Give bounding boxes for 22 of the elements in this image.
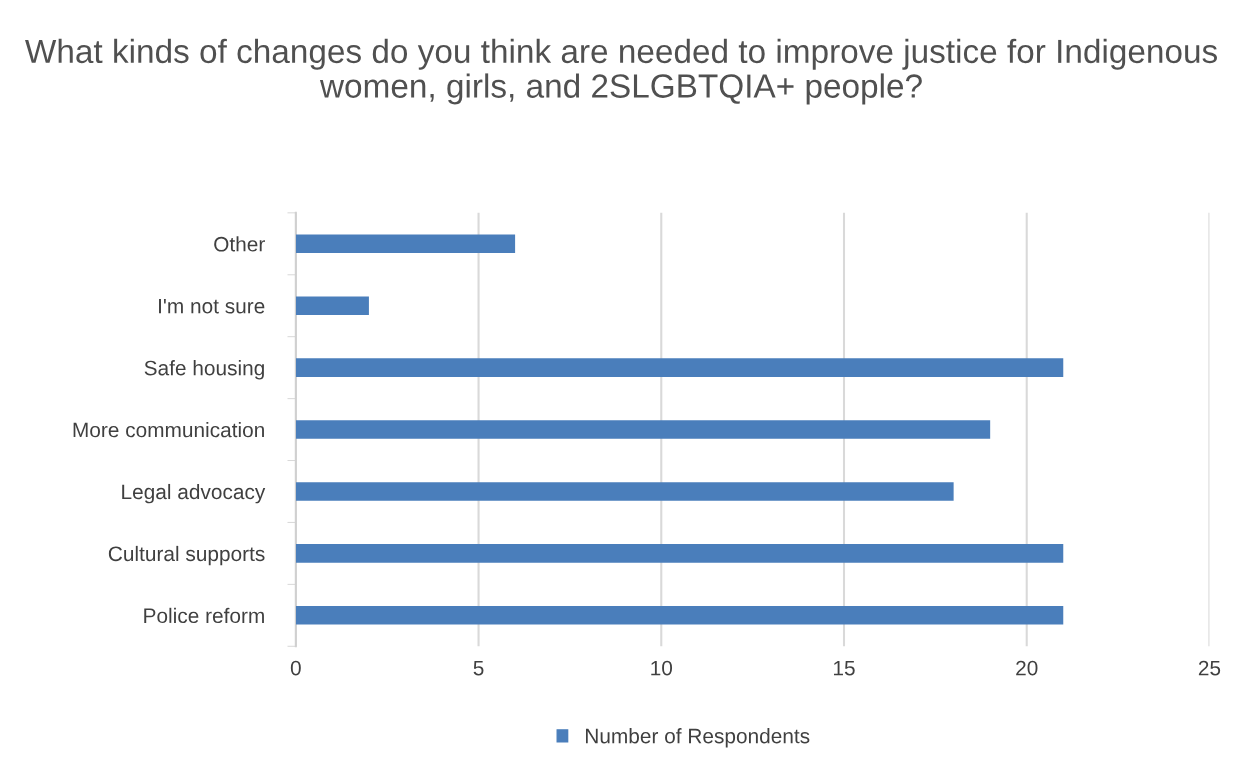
y-tick-label: Other xyxy=(214,236,265,252)
y-tick-label: More communication xyxy=(73,422,264,438)
x-tick-label: 20 xyxy=(1016,660,1038,676)
bar xyxy=(295,358,1064,377)
chart-title: What kinds of changes do you think are needed to improve justice for Indigenous women, girls, and 2SLGBTQIA+ people? xyxy=(25,38,1217,105)
legend-label: Number of Respondents xyxy=(586,728,810,748)
x-tick-label: 0 xyxy=(290,660,301,676)
bar xyxy=(295,234,516,254)
bar xyxy=(295,482,954,501)
bar xyxy=(295,296,369,316)
x-tick-label: 10 xyxy=(651,660,673,676)
x-tick-label: 15 xyxy=(834,660,855,676)
bar xyxy=(295,420,991,439)
x-tick-label: 5 xyxy=(473,660,484,676)
y-tick-label: I'm not sure xyxy=(159,298,265,314)
y-tick-label: Safe housing xyxy=(144,360,264,380)
y-tick-label: Cultural supports xyxy=(108,545,265,566)
x-tick-label: 25 xyxy=(1198,660,1221,676)
bar xyxy=(295,606,1064,625)
bar xyxy=(295,544,1064,563)
y-tick-label: Legal advocacy xyxy=(122,483,266,504)
y-tick-label: Police reform xyxy=(144,607,264,624)
